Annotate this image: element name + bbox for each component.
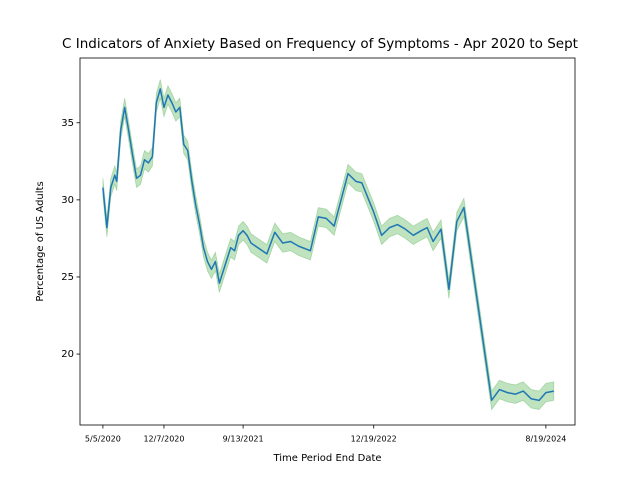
x-tick-label: 12/7/2020 bbox=[143, 435, 184, 444]
y-tick-label: 35 bbox=[61, 118, 74, 129]
chart-title: C Indicators of Anxiety Based on Frequen… bbox=[62, 36, 578, 52]
plot-area bbox=[102, 79, 555, 411]
x-tick-label: 12/19/2022 bbox=[351, 435, 397, 444]
x-tick-label: 5/5/2020 bbox=[85, 435, 121, 444]
y-tick-label: 20 bbox=[61, 349, 74, 360]
x-tick-label: 8/19/2024 bbox=[525, 435, 566, 444]
y-tick-label: 30 bbox=[61, 195, 74, 206]
confidence-band bbox=[102, 79, 555, 411]
y-axis-label: Percentage of US Adults bbox=[35, 181, 46, 301]
y-tick-label: 25 bbox=[61, 272, 74, 283]
x-tick-label: 9/13/2021 bbox=[223, 435, 264, 444]
data-line bbox=[102, 88, 554, 402]
axes-frame bbox=[79, 57, 576, 426]
x-axis-label: Time Period End Date bbox=[272, 453, 381, 464]
